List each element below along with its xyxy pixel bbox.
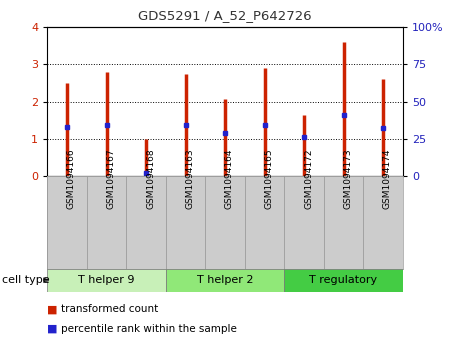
Bar — [245, 176, 284, 269]
Text: ■: ■ — [46, 304, 57, 314]
Text: GSM1094172: GSM1094172 — [304, 148, 313, 209]
Bar — [47, 269, 166, 292]
Text: GSM1094173: GSM1094173 — [343, 148, 352, 209]
Bar — [87, 176, 126, 269]
Text: GSM1094167: GSM1094167 — [107, 148, 116, 209]
Bar — [205, 176, 245, 269]
Text: T helper 9: T helper 9 — [78, 276, 135, 285]
Text: GSM1094164: GSM1094164 — [225, 148, 234, 209]
Text: GSM1094165: GSM1094165 — [265, 148, 274, 209]
Text: T regulatory: T regulatory — [310, 276, 378, 285]
Text: cell type: cell type — [2, 275, 50, 285]
Text: GSM1094166: GSM1094166 — [67, 148, 76, 209]
Text: T helper 2: T helper 2 — [197, 276, 253, 285]
Bar — [166, 176, 205, 269]
Bar — [324, 176, 363, 269]
Text: GDS5291 / A_52_P642726: GDS5291 / A_52_P642726 — [138, 9, 312, 22]
Bar — [47, 176, 87, 269]
Bar — [284, 269, 403, 292]
Bar — [284, 176, 324, 269]
Bar — [363, 176, 403, 269]
Text: GSM1094168: GSM1094168 — [146, 148, 155, 209]
Text: percentile rank within the sample: percentile rank within the sample — [61, 323, 237, 334]
Text: transformed count: transformed count — [61, 304, 158, 314]
Text: GSM1094174: GSM1094174 — [383, 148, 392, 209]
Bar — [126, 176, 166, 269]
Text: ■: ■ — [46, 323, 57, 334]
Bar — [166, 269, 284, 292]
Text: GSM1094163: GSM1094163 — [185, 148, 194, 209]
